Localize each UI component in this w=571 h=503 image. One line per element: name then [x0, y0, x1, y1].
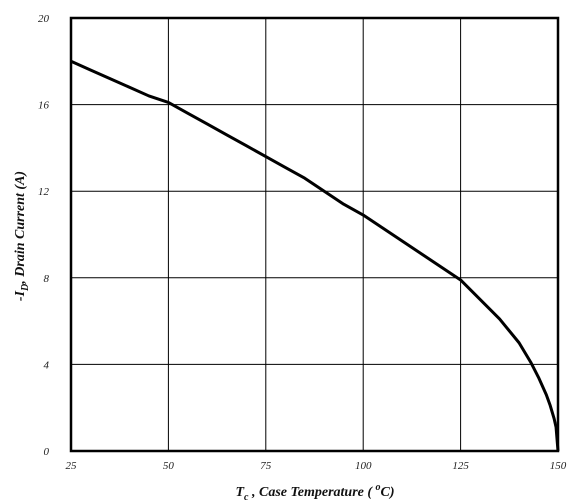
x-tick-label: 25: [66, 460, 78, 472]
plot-frame: [69, 16, 560, 453]
x-tick-label: 75: [260, 460, 272, 472]
x-tick-label: 125: [452, 460, 469, 472]
drain-current-curve: [70, 59, 560, 452]
y-tick-label: 12: [38, 186, 50, 198]
y-tick-label: 20: [38, 13, 50, 25]
y-tick-label: 0: [44, 446, 50, 458]
y-tick-label: 8: [44, 273, 50, 285]
grid: [71, 18, 558, 451]
y-axis-title: -ID, Drain Current (A): [13, 171, 31, 301]
y-tick-label: 16: [38, 100, 50, 112]
x-axis-title: Tc , Case Temperature ( oC): [235, 482, 394, 503]
y-tick-label: 4: [44, 359, 50, 371]
x-tick-label: 100: [355, 460, 372, 472]
tick-labels: 25 50 75 100 125 150 0 4 8 12 16 20: [38, 13, 567, 472]
x-tick-label: 150: [550, 460, 567, 472]
x-tick-label: 50: [163, 460, 175, 472]
